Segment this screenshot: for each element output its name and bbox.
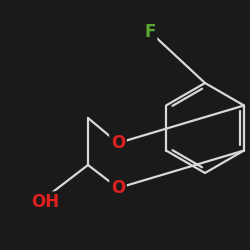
Text: O: O [111, 179, 125, 197]
Text: O: O [111, 134, 125, 152]
Text: OH: OH [31, 193, 59, 211]
Text: F: F [144, 23, 156, 41]
